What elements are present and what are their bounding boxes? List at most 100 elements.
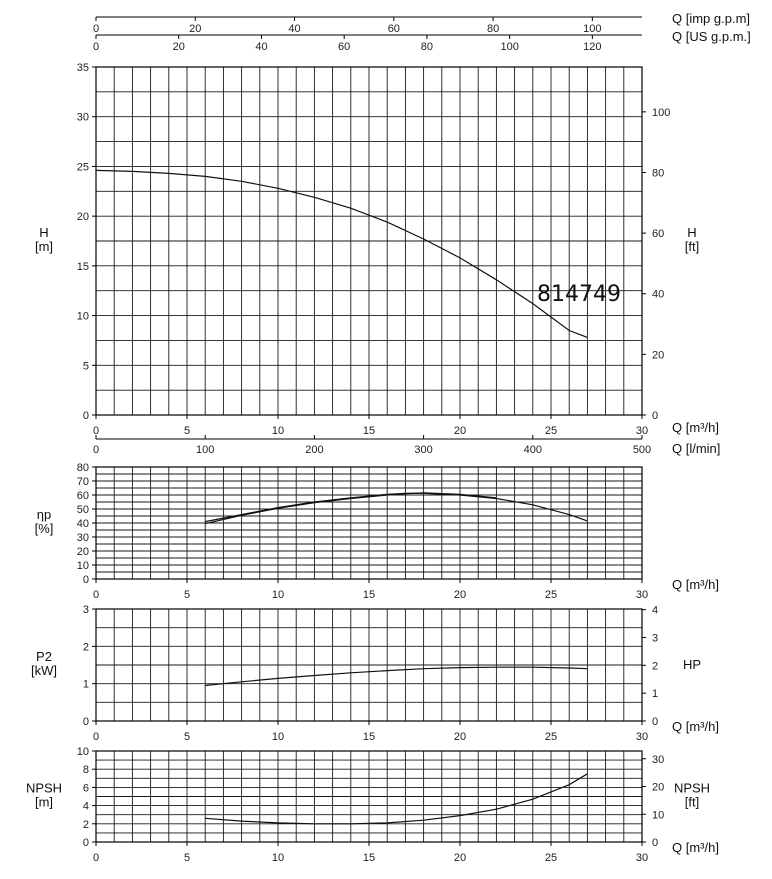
- y-tick-label: 8: [83, 764, 89, 776]
- top-tick-label: 40: [288, 23, 300, 35]
- x-tick-label: 25: [545, 589, 557, 601]
- y2-axis-label: NPSH: [674, 781, 710, 796]
- y-tick-label: 10: [77, 746, 89, 758]
- y-axis-label: [kW]: [31, 663, 57, 678]
- y2-axis-label: [ft]: [685, 239, 699, 254]
- efficiency-curve-1: [205, 492, 588, 523]
- y-axis-label: ηp: [37, 507, 51, 522]
- y-tick-label: 5: [83, 360, 89, 372]
- x-tick-label: 25: [545, 852, 557, 864]
- top-tick-label: 20: [173, 41, 185, 53]
- y-tick-label: 10: [77, 311, 89, 323]
- x-axis-label: Q [m³/h]: [672, 719, 719, 734]
- x-tick-label: 10: [272, 425, 284, 437]
- x2-tick-label: 300: [414, 444, 432, 456]
- x-tick-label: 0: [93, 589, 99, 601]
- top-tick-label: 120: [583, 41, 601, 53]
- x2-tick-label: 100: [196, 444, 214, 456]
- top-tick-label: 20: [189, 23, 201, 35]
- y2-tick-label: 4: [652, 605, 658, 617]
- x-tick-label: 10: [272, 589, 284, 601]
- x-tick-label: 30: [636, 589, 648, 601]
- x-tick-label: 30: [636, 425, 648, 437]
- y2-tick-label: 0: [652, 716, 658, 728]
- y-tick-label: 0: [83, 574, 89, 586]
- y-axis-label: H: [39, 225, 48, 240]
- y-tick-label: 30: [77, 532, 89, 544]
- y-tick-label: 0: [83, 716, 89, 728]
- x-tick-label: 20: [454, 425, 466, 437]
- y-tick-label: 50: [77, 504, 89, 516]
- x2-tick-label: 400: [524, 444, 542, 456]
- y2-tick-label: 10: [652, 809, 664, 821]
- top-axis-label: Q [US g.p.m.]: [672, 29, 751, 44]
- efficiency-panel: 0 10 20 30 40 50 60 70 80 0 5 10 15 20 25 30 Q [m³/h] ηp[…: [35, 462, 719, 601]
- top-tick-label: 80: [487, 23, 499, 35]
- x-tick-label: 25: [545, 425, 557, 437]
- head-curve: [95, 169, 588, 338]
- y-axis-label: [m]: [35, 795, 53, 810]
- y-tick-label: 2: [83, 819, 89, 831]
- y-tick-label: 25: [77, 161, 89, 173]
- y2-tick-label: 20: [652, 782, 664, 794]
- x-tick-label: 15: [363, 589, 375, 601]
- x-tick-label: 20: [454, 731, 466, 743]
- y-tick-label: 4: [83, 801, 89, 813]
- y-tick-label: 20: [77, 211, 89, 223]
- x-tick-label: 5: [184, 731, 190, 743]
- y-tick-label: 40: [77, 518, 89, 530]
- y2-tick-label: 3: [652, 632, 658, 644]
- x-tick-label: 25: [545, 731, 557, 743]
- y-tick-label: 10: [77, 560, 89, 572]
- x-tick-label: 20: [454, 589, 466, 601]
- x-tick-label: 15: [363, 852, 375, 864]
- y-tick-label: 0: [83, 837, 89, 849]
- power-curve: [205, 666, 588, 687]
- y-tick-label: 35: [77, 62, 89, 74]
- y2-tick-label: 60: [652, 228, 664, 240]
- top-axis-label: Q [imp g.p.m]: [672, 11, 750, 26]
- top-tick-label: 60: [388, 23, 400, 35]
- y2-tick-label: 2: [652, 660, 658, 672]
- x-tick-label: 15: [363, 425, 375, 437]
- y-tick-label: 2: [83, 641, 89, 653]
- y-tick-label: 60: [77, 490, 89, 502]
- x-tick-label: 5: [184, 852, 190, 864]
- y-axis-label: [%]: [35, 521, 54, 536]
- x-tick-label: 30: [636, 731, 648, 743]
- y-tick-label: 80: [77, 462, 89, 474]
- x-tick-label: 0: [93, 425, 99, 437]
- x-tick-label: 30: [636, 852, 648, 864]
- y-tick-label: 15: [77, 261, 89, 273]
- y2-axis-label: [ft]: [685, 795, 699, 810]
- npsh-curve: [205, 773, 588, 825]
- x-tick-label: 10: [272, 731, 284, 743]
- top-tick-label: 40: [255, 41, 267, 53]
- y2-tick-label: 1: [652, 688, 658, 700]
- y2-axis-label: H: [687, 225, 696, 240]
- y2-tick-label: 30: [652, 754, 664, 766]
- top-tick-label: 100: [500, 41, 518, 53]
- x2-axis-label: Q [l/min]: [672, 441, 720, 456]
- y2-axis-label: HP: [683, 657, 701, 672]
- x-tick-label: 5: [184, 425, 190, 437]
- x-tick-label: 10: [272, 852, 284, 864]
- top-tick-label: 0: [93, 41, 99, 53]
- x-tick-label: 15: [363, 731, 375, 743]
- y-tick-label: 3: [83, 604, 89, 616]
- y-tick-label: 0: [83, 410, 89, 422]
- x2-tick-label: 0: [93, 444, 99, 456]
- y2-tick-label: 100: [652, 107, 670, 119]
- y-tick-label: 30: [77, 112, 89, 124]
- y-tick-label: 70: [77, 476, 89, 488]
- y2-tick-label: 80: [652, 167, 664, 179]
- x-axis-label: Q [m³/h]: [672, 420, 719, 435]
- top-tick-label: 0: [93, 23, 99, 35]
- model-number-label: 814749: [537, 282, 621, 307]
- x-axis-label: Q [m³/h]: [672, 577, 719, 592]
- top-tick-label: 60: [338, 41, 350, 53]
